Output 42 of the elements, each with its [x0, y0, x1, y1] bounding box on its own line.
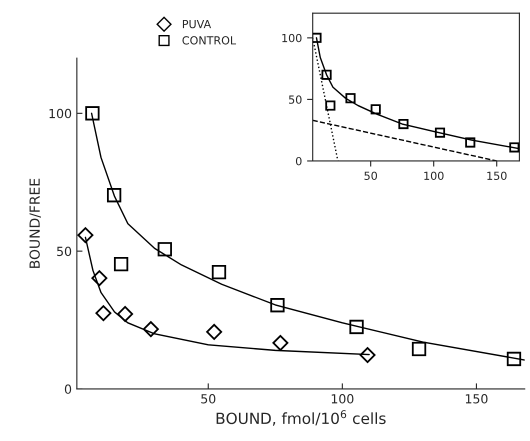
point [412, 342, 426, 356]
point [158, 242, 172, 256]
x-tick-label: 100 [424, 172, 444, 180]
y-tick-label: 100 [50, 108, 72, 118]
point [360, 347, 376, 364]
point [85, 106, 100, 120]
point [270, 298, 285, 312]
point [370, 104, 381, 114]
legend-label: CONTROL [182, 36, 236, 45]
point [95, 305, 112, 322]
y-tick-label: 0 [296, 156, 302, 166]
x-tick-label: 150 [487, 172, 507, 180]
point [509, 142, 520, 152]
point [106, 188, 122, 202]
point [345, 93, 356, 104]
point [465, 137, 476, 148]
point [117, 306, 134, 322]
point [506, 352, 522, 366]
x-tick-label: 150 [466, 394, 488, 404]
point [212, 264, 226, 280]
point [114, 256, 128, 272]
y-axis-title: BOUND/FREE [29, 178, 41, 268]
point [398, 118, 409, 130]
point [91, 270, 108, 286]
y-tick-label: 50 [289, 95, 302, 104]
legend-label: PUVA [182, 20, 212, 28]
point [206, 324, 222, 340]
y-tick-label: 50 [57, 246, 72, 256]
x-axis-title: BOUND, fmol/10$^{6}$ cells [216, 410, 386, 426]
point [349, 320, 364, 334]
x-tick-label: 50 [201, 394, 216, 404]
point [312, 32, 322, 43]
x-tick-label: 50 [364, 172, 378, 180]
point [321, 70, 332, 80]
point [434, 128, 446, 138]
y-tick-label: 100 [282, 34, 302, 42]
y-tick-label: 0 [64, 384, 72, 394]
point [77, 227, 94, 244]
point [142, 321, 159, 338]
x-tick-label: 100 [332, 394, 354, 404]
point [272, 334, 288, 351]
point [325, 100, 336, 111]
